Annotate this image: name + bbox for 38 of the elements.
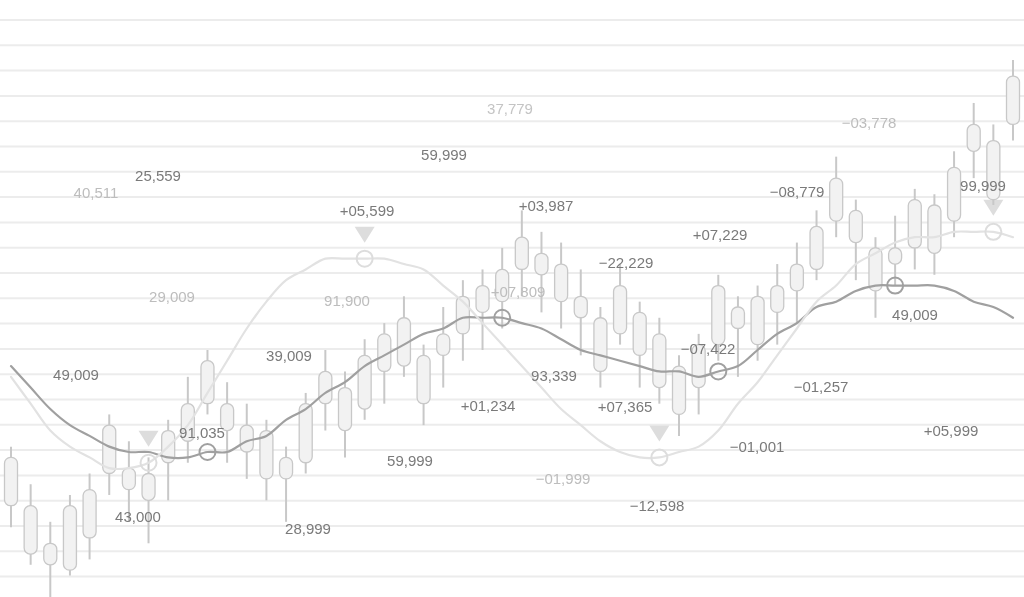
point — [198, 443, 217, 462]
annotation: −08,779 — [769, 183, 825, 200]
point — [984, 222, 1003, 241]
annotation: +05,999 — [923, 422, 979, 439]
annotation: +05,599 — [339, 202, 395, 219]
annotation: −01,999 — [535, 470, 591, 487]
annotation: +07,365 — [597, 398, 653, 415]
annotation: +01,234 — [460, 397, 516, 414]
annotation: 43,000 — [115, 508, 161, 525]
annotation: +03,987 — [518, 197, 574, 214]
point — [355, 249, 374, 268]
point — [650, 448, 669, 467]
point — [886, 276, 905, 295]
annotation: −01,001 — [729, 438, 785, 455]
annotation: 49,009 — [892, 306, 938, 323]
annotation: 28,999 — [285, 520, 331, 537]
annotation: 39,009 — [266, 347, 312, 364]
annotation: 40,511 — [73, 184, 119, 201]
annotation: 59,999 — [421, 146, 467, 163]
annotation: 49,009 — [53, 366, 99, 383]
annotation: 37,779 — [487, 100, 533, 117]
annotation: 99,999 — [960, 177, 1006, 194]
annotation: 91,900 — [324, 292, 370, 309]
point — [493, 308, 512, 327]
point — [139, 453, 158, 472]
annotation: −22,229 — [598, 254, 654, 271]
annotation: +07,809 — [490, 283, 546, 300]
point — [709, 362, 728, 381]
annotation: 59,999 — [387, 452, 433, 469]
annotation: 25,559 — [135, 167, 181, 184]
annotation: −03,778 — [841, 114, 897, 131]
annotation: −01,257 — [793, 378, 849, 395]
annotation: −12,598 — [629, 497, 685, 514]
annotation: 29,009 — [149, 288, 195, 305]
annotation: 91,035 — [179, 424, 225, 441]
annotation: 93,339 — [531, 367, 577, 384]
annotation: −07,422 — [680, 340, 736, 357]
annotation: +07,229 — [692, 226, 748, 243]
